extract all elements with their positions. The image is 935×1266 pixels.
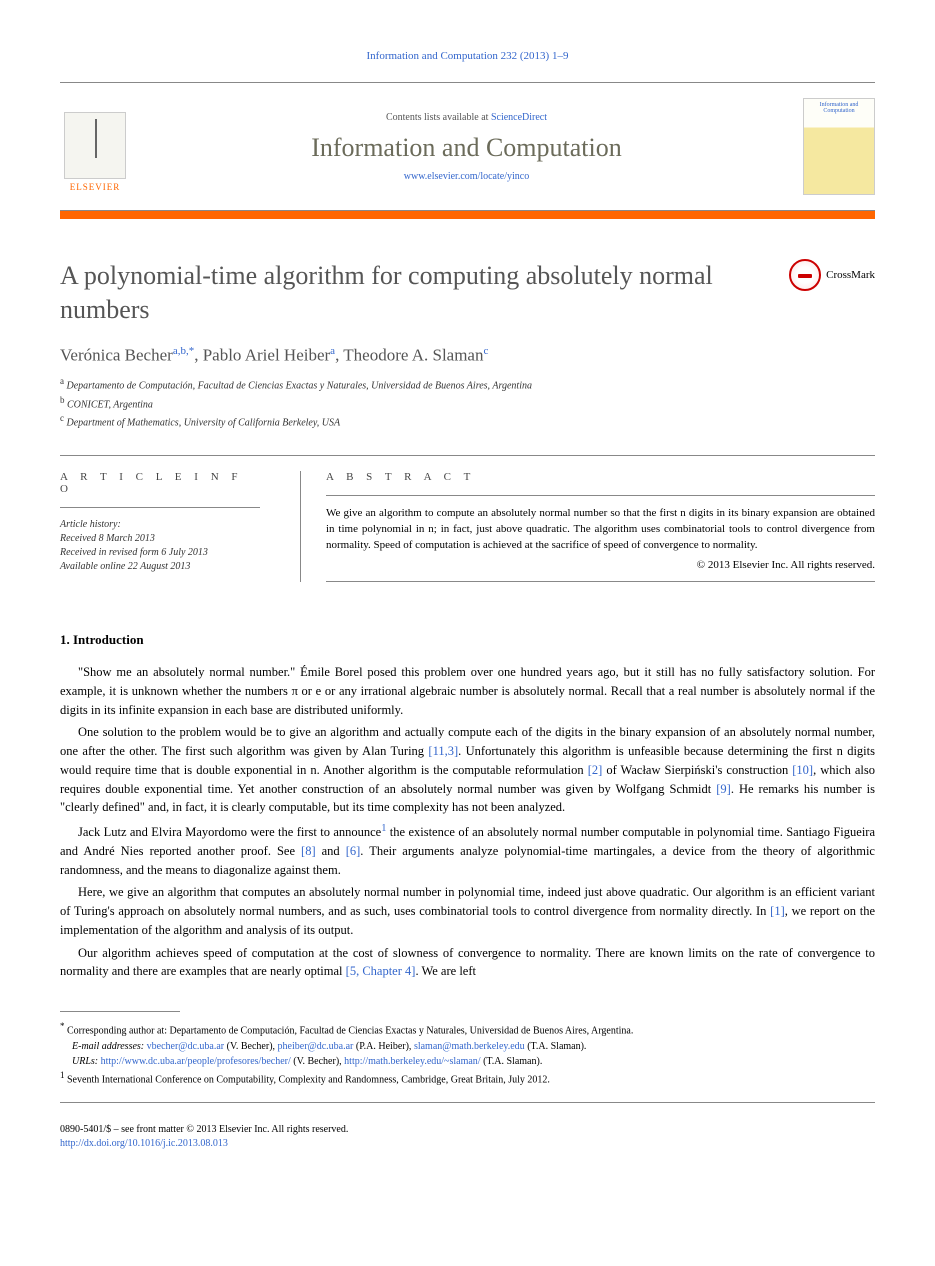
paragraph-3: Jack Lutz and Elvira Mayordomo were the … [60, 821, 875, 879]
ref-6[interactable]: [6] [346, 844, 361, 858]
history-label: Article history: [60, 518, 260, 532]
email-label: E-mail addresses: [72, 1041, 147, 1052]
email-addresses-line: E-mail addresses: vbecher@dc.uba.ar (V. … [60, 1039, 875, 1054]
aff-text-b: CONICET, Argentina [67, 399, 153, 410]
crossmark-label: CrossMark [826, 269, 875, 281]
fn1-text: Seventh International Conference on Comp… [67, 1074, 550, 1085]
contents-line: Contents lists available at ScienceDirec… [145, 112, 788, 123]
corr-text: Corresponding author at: Departamento de… [67, 1026, 633, 1037]
bottom-divider [60, 1102, 875, 1103]
page-container: Information and Computation 232 (2013) 1… [0, 0, 935, 1181]
email-heiber-name: (P.A. Heiber), [353, 1041, 414, 1052]
ref-1[interactable]: [1] [770, 904, 785, 918]
abstract-bottom-divider [326, 581, 875, 582]
article-title: A polynomial-time algorithm for computin… [60, 259, 769, 327]
urls-line: URLs: http://www.dc.uba.ar/people/profes… [60, 1054, 875, 1069]
url-becher[interactable]: http://www.dc.uba.ar/people/profesores/b… [101, 1056, 291, 1067]
journal-cover-thumbnail[interactable]: Information and Computation [803, 98, 875, 195]
contents-text: Contents lists available at [386, 112, 491, 123]
p3-c: and [316, 844, 346, 858]
email-slaman[interactable]: slaman@math.berkeley.edu [414, 1041, 525, 1052]
url-slaman[interactable]: http://math.berkeley.edu/~slaman/ [344, 1056, 480, 1067]
article-history: Article history: Received 8 March 2013 R… [60, 518, 260, 574]
corr-marker: * [60, 1021, 65, 1031]
email-slaman-name: (T.A. Slaman). [525, 1041, 587, 1052]
paragraph-2: One solution to the problem would be to … [60, 723, 875, 817]
corresponding-author-note: * Corresponding author at: Departamento … [60, 1020, 875, 1038]
author-3: Theodore A. Slaman [343, 345, 483, 364]
info-abstract-row: A R T I C L E I N F O Article history: R… [60, 471, 875, 582]
body-text: "Show me an absolutely normal number." É… [60, 663, 875, 981]
ref-5-ch4[interactable]: [5, Chapter 4] [346, 964, 416, 978]
abstract-block: A B S T R A C T We give an algorithm to … [300, 471, 875, 582]
p4-a: Here, we give an algorithm that computes… [60, 885, 875, 918]
author-1-sup: a,b,* [173, 345, 194, 357]
orange-divider-bar [60, 211, 875, 219]
aff-sup-c: c [60, 413, 64, 423]
abstract-header: A B S T R A C T [326, 471, 875, 483]
journal-name: Information and Computation [145, 133, 788, 163]
received-date: Received 8 March 2013 [60, 532, 260, 546]
affiliation-a: a Departamento de Computación, Facultad … [60, 375, 875, 393]
url-becher-name: (V. Becher), [291, 1056, 344, 1067]
footnote-1: 1 Seventh International Conference on Co… [60, 1069, 875, 1087]
author-1: Verónica Becher [60, 345, 173, 364]
title-row: A polynomial-time algorithm for computin… [60, 259, 875, 327]
paragraph-1: "Show me an absolutely normal number." É… [60, 663, 875, 719]
elsevier-tree-icon [64, 112, 126, 179]
aff-sup-a: a [60, 376, 64, 386]
cover-title-text: Information and Computation [804, 99, 874, 117]
sciencedirect-link[interactable]: ScienceDirect [491, 112, 547, 123]
abstract-inner-divider [326, 495, 875, 496]
author-2: Pablo Ariel Heiber [203, 345, 330, 364]
footnotes-block: * Corresponding author at: Departamento … [60, 1020, 875, 1087]
ref-8[interactable]: [8] [301, 844, 316, 858]
issn-copyright: 0890-5401/$ – see front matter © 2013 El… [60, 1123, 875, 1137]
info-inner-divider [60, 507, 260, 508]
online-date: Available online 22 August 2013 [60, 560, 260, 574]
affiliation-b: b CONICET, Argentina [60, 394, 875, 412]
doi-link[interactable]: http://dx.doi.org/10.1016/j.ic.2013.08.0… [60, 1137, 875, 1151]
fn1-marker: 1 [60, 1070, 65, 1080]
article-info-header: A R T I C L E I N F O [60, 471, 260, 495]
ref-10[interactable]: [10] [792, 763, 813, 777]
email-heiber[interactable]: pheiber@dc.uba.ar [278, 1041, 354, 1052]
header-citation: Information and Computation 232 (2013) 1… [60, 50, 875, 62]
authors-line: Verónica Bechera,b,*, Pablo Ariel Heiber… [60, 345, 875, 366]
journal-center: Contents lists available at ScienceDirec… [145, 112, 788, 182]
info-divider-top [60, 455, 875, 456]
abstract-text: We give an algorithm to compute an absol… [326, 506, 875, 554]
email-becher-name: (V. Becher), [224, 1041, 277, 1052]
ref-11-3[interactable]: [11,3] [428, 744, 458, 758]
journal-url-link[interactable]: www.elsevier.com/locate/yinco [145, 171, 788, 182]
abstract-copyright: © 2013 Elsevier Inc. All rights reserved… [326, 559, 875, 571]
footnote-divider [60, 1011, 180, 1012]
crossmark-icon [789, 259, 821, 291]
intro-heading: 1. Introduction [60, 632, 875, 648]
affiliations-block: a Departamento de Computación, Facultad … [60, 375, 875, 430]
aff-text-a: Departamento de Computación, Facultad de… [67, 381, 533, 392]
crossmark-widget[interactable]: CrossMark [789, 259, 875, 291]
p3-a: Jack Lutz and Elvira Mayordomo were the … [78, 825, 381, 839]
article-info-block: A R T I C L E I N F O Article history: R… [60, 471, 260, 582]
paragraph-4: Here, we give an algorithm that computes… [60, 883, 875, 939]
elsevier-label: ELSEVIER [70, 182, 121, 192]
revised-date: Received in revised form 6 July 2013 [60, 546, 260, 560]
ref-2[interactable]: [2] [588, 763, 603, 777]
aff-sup-b: b [60, 395, 65, 405]
author-2-sup: a [330, 345, 335, 357]
paragraph-5: Our algorithm achieves speed of computat… [60, 944, 875, 982]
p2-c: of Wacław Sierpiński's construction [602, 763, 792, 777]
bottom-info: 0890-5401/$ – see front matter © 2013 El… [60, 1123, 875, 1151]
email-becher[interactable]: vbecher@dc.uba.ar [147, 1041, 225, 1052]
urls-label: URLs: [72, 1056, 101, 1067]
ref-9[interactable]: [9] [716, 782, 731, 796]
author-3-sup: c [483, 345, 488, 357]
p5-b: . We are left [415, 964, 476, 978]
aff-text-c: Department of Mathematics, University of… [67, 417, 341, 428]
affiliation-c: c Department of Mathematics, University … [60, 412, 875, 430]
url-slaman-name: (T.A. Slaman). [481, 1056, 543, 1067]
journal-header-box: ELSEVIER Contents lists available at Sci… [60, 82, 875, 211]
elsevier-logo[interactable]: ELSEVIER [60, 102, 130, 192]
